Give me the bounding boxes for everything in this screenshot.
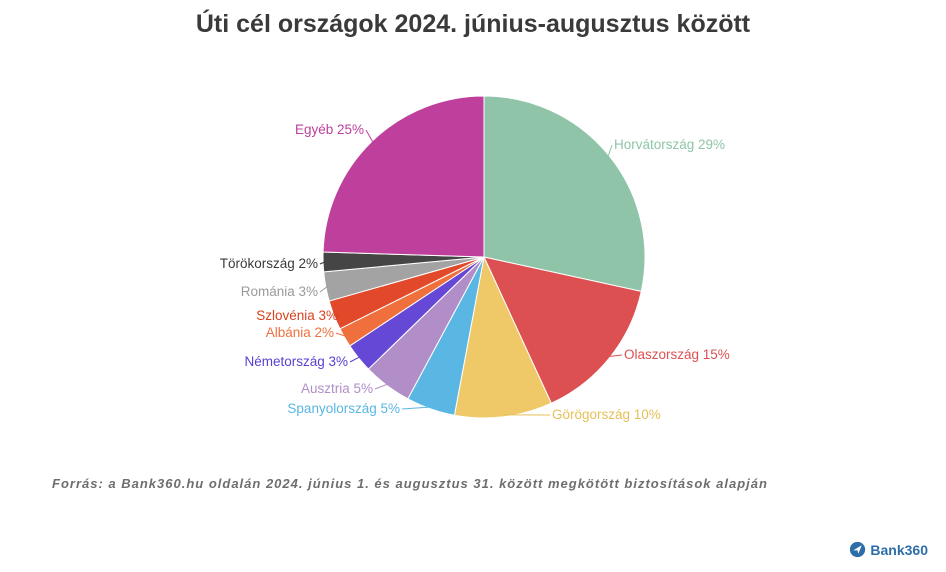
slice-label-olaszország: Olaszország 15% bbox=[624, 347, 730, 362]
slice-label-ausztria: Ausztria 5% bbox=[301, 381, 373, 396]
brand-logo: Bank360 bbox=[849, 541, 928, 558]
leader-line bbox=[335, 332, 347, 337]
chart-title: Úti cél országok 2024. június-augusztus … bbox=[195, 10, 751, 38]
leader-line bbox=[319, 285, 329, 293]
brand-name: Bank360 bbox=[870, 541, 928, 558]
slice-label-törökország: Törökország 2% bbox=[220, 256, 318, 271]
slice-label-görögország: Görögország 10% bbox=[552, 407, 661, 422]
pie-slice-olaszország bbox=[483, 256, 642, 404]
leader-line bbox=[335, 313, 341, 317]
pie-slice-egyéb bbox=[322, 95, 485, 258]
leader-line bbox=[607, 354, 623, 358]
leader-line bbox=[607, 144, 613, 158]
leader-line bbox=[365, 129, 374, 144]
slice-labels: Horvátország 29% Olaszország 15% Görögorsz… bbox=[220, 122, 730, 422]
slice-label-spanyolország: Spanyolország 5% bbox=[287, 401, 400, 416]
slice-label-albánia: Albánia 2% bbox=[266, 325, 334, 340]
pie-slice-horvátország bbox=[483, 95, 646, 293]
leader-line bbox=[349, 356, 361, 363]
pie-slices bbox=[322, 95, 646, 419]
leader-lines bbox=[319, 129, 623, 416]
source-note: Forrás: a Bank360.hu oldalán 2024. júniu… bbox=[52, 476, 768, 491]
slice-label-németország: Németország 3% bbox=[244, 354, 348, 369]
slice-label-egyéb: Egyéb 25% bbox=[295, 122, 364, 137]
leader-line bbox=[319, 261, 326, 265]
leader-line bbox=[401, 406, 432, 410]
slice-label-horvátország: Horvátország 29% bbox=[614, 137, 725, 152]
leader-line bbox=[374, 383, 389, 390]
slice-label-románia: Románia 3% bbox=[241, 284, 318, 299]
pie-slice-görögország bbox=[453, 255, 552, 419]
bank360-logo-icon bbox=[850, 541, 866, 558]
slice-label-szlovénia: Szlovénia 3% bbox=[256, 308, 338, 323]
